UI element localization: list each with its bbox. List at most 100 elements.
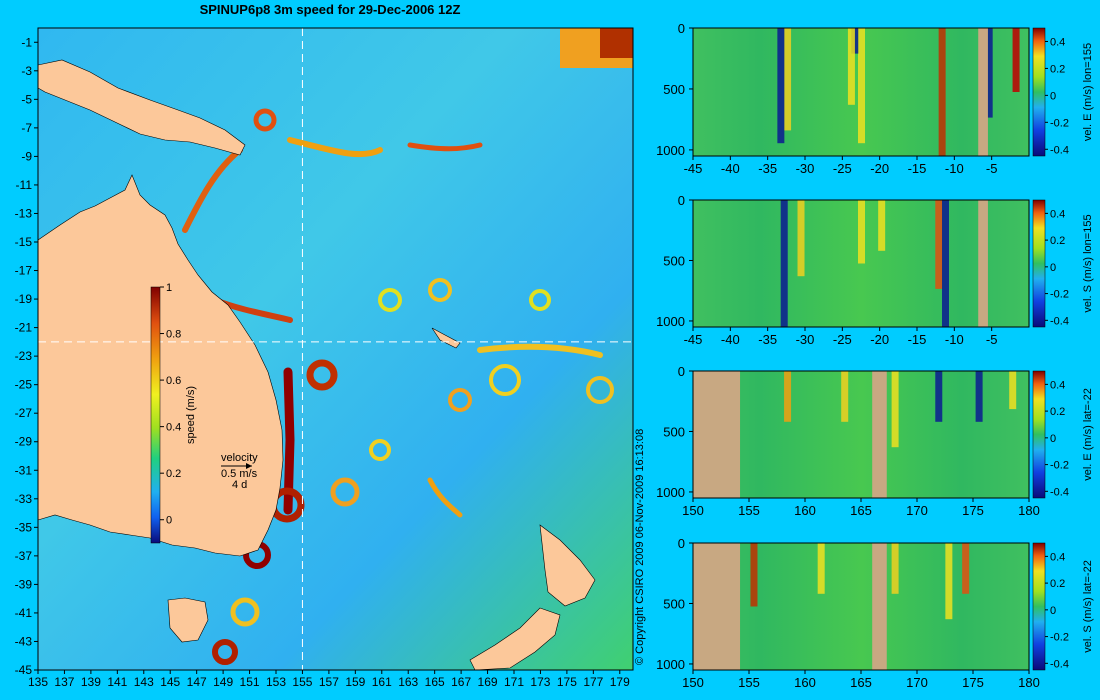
section-ylabel: vel. S (m/s) lon=155	[1082, 214, 1094, 312]
new-guinea	[37, 59, 246, 156]
map-x-tick-label: 141	[107, 675, 127, 689]
section-x-tick-label: -30	[796, 332, 815, 347]
section-colorbar-tick-label: 0	[1050, 262, 1056, 274]
section-feature	[935, 371, 943, 422]
section-colorbar-tick-label: 0	[1050, 433, 1056, 445]
section-feature	[878, 200, 886, 251]
section-x-tick-label: -35	[758, 161, 777, 176]
section-x-tick-label: 170	[906, 675, 928, 690]
eddy-12	[448, 388, 472, 412]
section-feature	[985, 28, 993, 118]
east-australian-current	[283, 367, 295, 515]
section-colorbar-tick-label: 0	[1050, 90, 1056, 102]
section-x-tick-label: -30	[796, 161, 815, 176]
section-colorbar-tick-label: 0.4	[1050, 36, 1065, 48]
section-colorbar	[1032, 27, 1046, 157]
section-land	[978, 28, 988, 156]
velocity-key-arrowhead	[246, 463, 252, 469]
section-feature	[858, 200, 865, 264]
map-x-tick-label: 173	[530, 675, 550, 689]
map-x-tick-label: 147	[187, 675, 207, 689]
section-y-tick-label: 500	[663, 424, 685, 439]
section-feature	[784, 371, 792, 422]
section-feature	[891, 543, 899, 594]
section-x-tick-label: -5	[986, 161, 998, 176]
section-y-tick-label: 1000	[656, 657, 685, 672]
speed-colorbar-ticks: 0 0.2 0.4 0.6 0.8 1	[160, 282, 181, 527]
map-x-tick-label: 177	[583, 675, 603, 689]
section-panel-2: -45 -40 -35 -30 -25 -20 -15 -10 -5 0 500 1000 -0.4 -0…	[656, 193, 1094, 347]
section-feature	[942, 200, 949, 327]
land	[37, 59, 596, 671]
eddy-2	[306, 359, 338, 391]
map-x-ticks: 135 137 139 141 143 145 147 149 151 153 155 157 159 1…	[28, 670, 630, 689]
speed-map: 135 137 139 141 143 145 147 149 151 153 155 157 159 1…	[15, 27, 634, 689]
map-warm-pool-core	[600, 28, 633, 58]
tasmania	[167, 597, 209, 643]
map-y-tick-label: -11	[16, 178, 33, 192]
section-x-tick-label: -10	[945, 332, 964, 347]
section-colorbar-tick-label: -0.2	[1050, 117, 1069, 129]
section-feature	[780, 200, 788, 327]
map-y-tick-label: -39	[15, 577, 33, 591]
section-panel-3: 150 155 160 165 170 175 180 0 500 1000 -0.4 -0.2 0 0.…	[656, 364, 1094, 518]
section-x-tick-label: 180	[1018, 675, 1040, 690]
section-feature	[962, 543, 970, 594]
map-y-tick-label: -33	[15, 492, 33, 506]
section-x-tick-label: 160	[794, 503, 816, 518]
section-colorbar-tick-label: -0.4	[1050, 315, 1069, 327]
map-y-tick-label: -31	[15, 463, 33, 477]
section-y-tick-label: 0	[678, 536, 685, 551]
section-x-tick-label: 170	[906, 503, 928, 518]
map-x-tick-label: 167	[451, 675, 471, 689]
australia	[37, 174, 284, 557]
section-field	[693, 543, 1029, 670]
map-x-tick-label: 159	[345, 675, 365, 689]
map-x-tick-label: 135	[28, 675, 48, 689]
new-zealand-south	[469, 607, 561, 671]
speed-colorbar-label: speed (m/s)	[185, 386, 197, 444]
map-y-tick-label: -21	[15, 321, 33, 335]
section-colorbar-tick-label: 0.4	[1050, 208, 1065, 220]
section-feature	[891, 371, 899, 448]
section-panels: -45 -40 -35 -30 -25 -20 -15 -10 -5 0 500 1000 -0.4 -0…	[656, 21, 1094, 690]
map-x-tick-label: 155	[292, 675, 312, 689]
map-y-tick-label: -15	[15, 235, 33, 249]
section-ylabel: vel. E (m/s) lat=-22	[1082, 388, 1094, 481]
section-y-tick-label: 0	[678, 364, 685, 379]
eddy-8	[428, 278, 452, 302]
section-y-tick-label: 1000	[656, 314, 685, 329]
section-feature	[858, 28, 865, 144]
speed-colorbar-tick-label: 0.2	[166, 468, 181, 480]
section-feature	[945, 543, 953, 620]
section-y-tick-label: 0	[678, 21, 685, 36]
eddy-1	[253, 108, 277, 132]
page-title: SPINUP6p8 3m speed for 29-Dec-2006 12Z	[199, 2, 461, 17]
section-colorbar	[1032, 370, 1046, 499]
section-feature	[847, 28, 855, 105]
section-land	[872, 371, 887, 498]
velocity-key-speed: 0.5 m/s	[221, 468, 258, 480]
velocity-key-time: 4 d	[232, 479, 247, 491]
section-field	[693, 371, 1029, 498]
eddy-10	[586, 376, 614, 404]
section-x-tick-label: -40	[721, 161, 740, 176]
section-ylabel: vel. S (m/s) lat=-22	[1082, 560, 1094, 653]
section-feature	[841, 371, 849, 422]
section-y-tick-label: 500	[663, 82, 685, 97]
map-y-tick-label: -5	[21, 92, 32, 106]
section-colorbar-tick-label: -0.2	[1050, 460, 1069, 472]
map-x-tick-label: 149	[213, 675, 233, 689]
map-x-tick-label: 151	[240, 675, 260, 689]
section-x-tick-label: -35	[758, 332, 777, 347]
velocity-key-label: velocity	[221, 452, 258, 464]
section-x-tick-label: -40	[721, 332, 740, 347]
map-x-tick-label: 139	[81, 675, 101, 689]
section-feature	[1009, 371, 1017, 410]
section-feature	[817, 543, 825, 594]
map-y-tick-label: -23	[15, 349, 33, 363]
map-y-tick-label: -19	[15, 292, 33, 306]
section-y-tick-label: 0	[678, 193, 685, 208]
jet-north	[407, 142, 483, 152]
eddy-13	[529, 289, 551, 311]
